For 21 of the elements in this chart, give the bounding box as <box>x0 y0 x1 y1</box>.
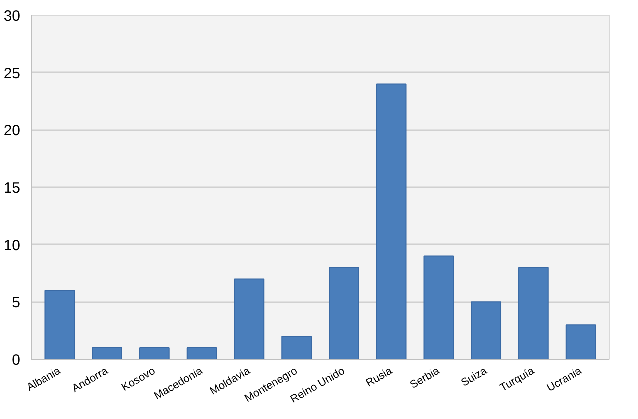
y-tick-label: 0 <box>12 352 20 369</box>
y-tick-label: 25 <box>4 65 21 82</box>
x-tick-label: Rusia <box>364 364 396 390</box>
bar <box>518 267 549 360</box>
bar <box>234 278 265 360</box>
bar <box>566 324 596 360</box>
y-tick-label: 30 <box>4 8 21 25</box>
bar <box>92 348 122 360</box>
bar <box>186 348 218 360</box>
bar <box>376 84 407 360</box>
y-tick-label: 5 <box>12 294 20 312</box>
bar <box>139 348 170 360</box>
y-tick-label: 20 <box>4 122 21 140</box>
y-tick-label: 15 <box>4 180 21 197</box>
bar <box>329 267 360 360</box>
bar <box>424 256 454 360</box>
x-tick-label: Suiza <box>459 364 490 390</box>
bar <box>282 336 312 360</box>
y-tick-label: 10 <box>4 237 21 254</box>
bar <box>44 290 76 360</box>
bar <box>471 302 502 360</box>
